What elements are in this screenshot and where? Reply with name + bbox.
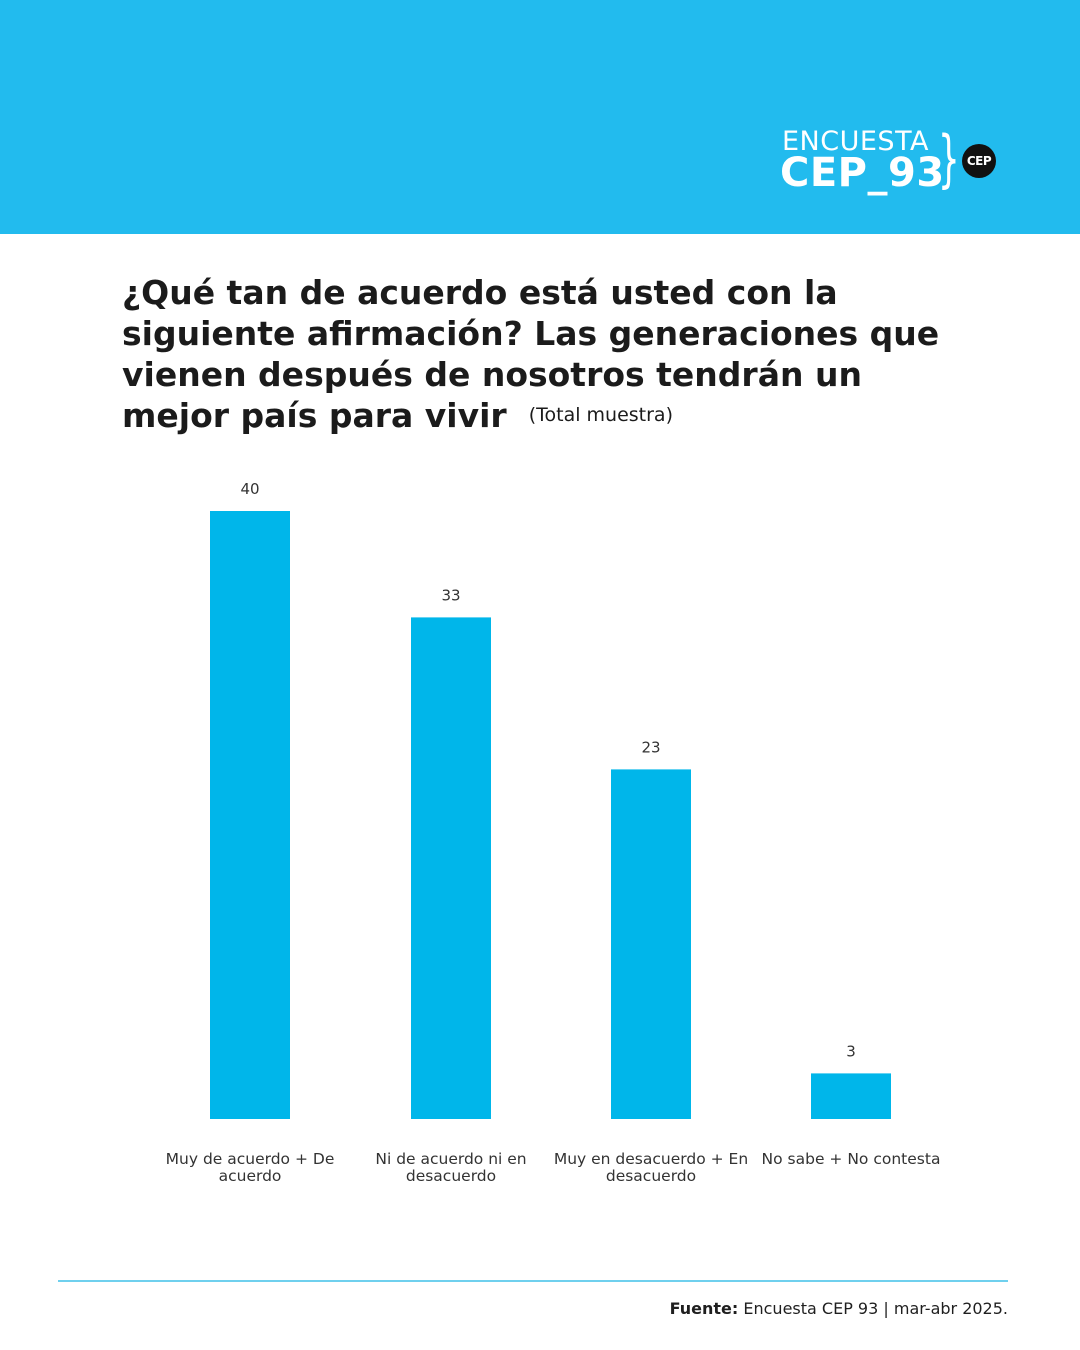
category-label-4: No sabe + No contesta [761,1150,941,1168]
bar-1 [210,511,290,1119]
source-label: Fuente: [669,1299,739,1318]
bar-3 [611,769,691,1119]
category-label-3: Muy en desacuerdo + En desacuerdo [553,1150,749,1185]
footer-divider [58,1280,1008,1282]
bar-chart: 40 33 23 3 [210,480,891,1119]
title-text: ¿Qué tan de acuerdo está usted con la si… [122,273,940,435]
brace-icon: } [938,122,960,195]
logo-line2: CEP_93 [780,150,945,196]
value-label-1: 40 [240,480,259,498]
value-label-2: 33 [441,586,460,604]
bar-4 [811,1073,891,1119]
cep-badge: CEP [962,144,996,178]
bar-2 [411,617,491,1119]
source-note: Fuente: Encuesta CEP 93 | mar-abr 2025. [670,1299,1008,1318]
category-label-2: Ni de acuerdo ni en desacuerdo [375,1150,527,1185]
header-banner: ENCUESTA CEP_93 } CEP [0,0,1080,234]
value-label-3: 23 [641,738,660,756]
encuesta-cep-logo: ENCUESTA CEP_93 } CEP [780,126,1010,196]
source-text: Encuesta CEP 93 | mar-abr 2025. [738,1299,1008,1318]
value-label-4: 3 [846,1042,856,1060]
category-label-1: Muy de acuerdo + De acuerdo [165,1150,335,1185]
chart-subtitle: (Total muestra) [528,404,673,426]
logo-line1: ENCUESTA [782,126,929,157]
chart-title: ¿Qué tan de acuerdo está usted con la si… [122,272,942,442]
